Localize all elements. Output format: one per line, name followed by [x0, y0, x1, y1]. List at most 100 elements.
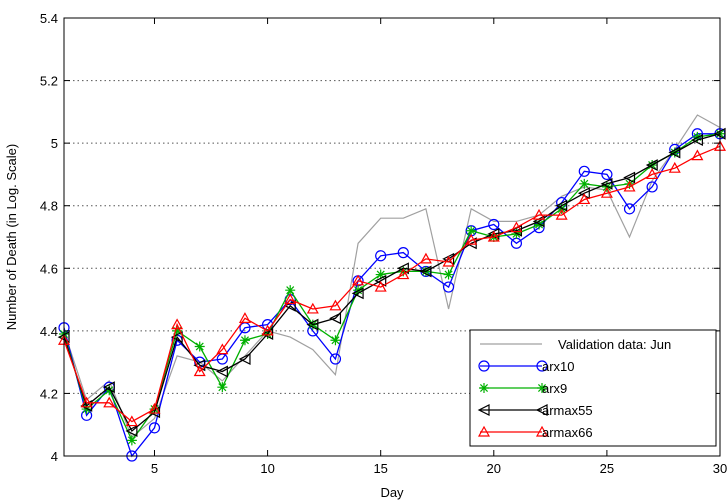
y-tick-label: 5.2	[40, 74, 58, 89]
data-point	[329, 299, 342, 311]
data-point	[510, 221, 523, 233]
y-tick-label: 5.4	[40, 11, 58, 26]
data-point	[623, 180, 636, 192]
x-tick-label: 20	[487, 461, 501, 476]
series-line	[63, 133, 720, 458]
data-point	[216, 343, 229, 355]
legend-marker	[479, 383, 489, 393]
data-point	[487, 230, 500, 242]
data-point	[375, 250, 387, 262]
data-point	[374, 280, 387, 292]
data-point	[172, 325, 183, 336]
data-point	[193, 365, 206, 377]
y-axis-label: Number of Death (in Log. Scale)	[4, 144, 19, 330]
data-point	[396, 262, 409, 275]
data-point	[691, 149, 704, 161]
data-point	[148, 422, 161, 434]
legend-marker	[535, 404, 548, 416]
data-point	[171, 318, 184, 330]
y-tick-label: 4.4	[40, 324, 58, 339]
legend-marker	[477, 404, 490, 416]
legend-label: arx9	[542, 381, 567, 396]
legend-label: armax66	[542, 425, 593, 440]
data-point	[645, 159, 658, 172]
data-point	[126, 435, 137, 446]
data-point	[533, 208, 546, 220]
legend-marker	[535, 425, 549, 437]
data-point	[624, 178, 635, 189]
data-point	[80, 396, 93, 408]
legend-marker	[478, 360, 490, 372]
y-tick-label: 5	[51, 136, 58, 151]
legend-label: arx10	[542, 359, 575, 374]
data-point	[285, 285, 296, 296]
legend-marker	[477, 425, 491, 437]
series-layer	[57, 114, 727, 462]
data-point	[329, 353, 342, 365]
data-point	[352, 274, 365, 286]
legend-label: armax55	[542, 403, 593, 418]
y-tick-label: 4.6	[40, 261, 58, 276]
data-point	[691, 134, 703, 146]
data-point	[102, 381, 115, 394]
data-point	[577, 187, 590, 200]
data-point	[668, 146, 681, 159]
data-point	[578, 165, 590, 177]
data-point	[443, 269, 454, 280]
data-point	[397, 268, 410, 280]
data-point	[125, 415, 138, 427]
x-tick-label: 15	[373, 461, 387, 476]
data-point	[239, 335, 250, 346]
data-point	[488, 218, 500, 231]
data-point	[578, 193, 591, 205]
data-point	[170, 331, 183, 344]
data-point	[217, 382, 228, 393]
data-point	[306, 318, 319, 331]
legend-label: Validation data: Jun	[558, 337, 671, 352]
data-point	[646, 181, 658, 193]
series-line	[63, 133, 721, 433]
data-point	[329, 312, 342, 325]
data-point	[419, 265, 432, 278]
data-point	[375, 269, 386, 280]
plot-frame	[63, 17, 721, 457]
legend: Validation data: Jun arx10 arx9 armax55 arma…	[469, 329, 717, 447]
data-point	[600, 186, 613, 198]
data-point	[194, 341, 205, 352]
data-point	[238, 353, 251, 365]
data-point	[623, 171, 636, 184]
data-point	[555, 208, 568, 220]
data-point	[284, 293, 297, 305]
data-point	[419, 252, 432, 264]
data-point	[216, 365, 228, 378]
series-armax66	[57, 140, 727, 427]
data-point	[601, 168, 613, 181]
data-point	[600, 177, 613, 190]
x-tick-label: 10	[260, 461, 274, 476]
data-point	[306, 302, 319, 314]
y-tick-label: 4.2	[40, 386, 58, 401]
y-tick-label: 4.8	[40, 199, 58, 214]
data-point	[668, 161, 681, 173]
data-point	[442, 255, 455, 267]
data-point	[351, 287, 364, 300]
series-validation-data-jun	[63, 114, 721, 439]
x-tick-label: 25	[600, 461, 614, 476]
x-tick-label: 5	[151, 461, 158, 476]
data-point	[125, 425, 138, 437]
data-point	[442, 281, 455, 293]
data-point	[579, 178, 590, 189]
data-point	[465, 233, 478, 245]
data-point	[148, 402, 161, 414]
data-point	[261, 324, 274, 336]
data-point	[623, 203, 636, 215]
data-point	[374, 274, 387, 287]
legend-marker	[537, 383, 547, 393]
x-tick-label: 30	[713, 461, 727, 476]
data-point	[103, 396, 116, 408]
series-line	[63, 114, 721, 439]
data-point	[646, 168, 659, 180]
ticks: 4 4.2 4.4 4.6 4.8 5 5.2 5.4 5 10 15 20 25 30	[40, 11, 727, 476]
data-point	[397, 247, 409, 259]
